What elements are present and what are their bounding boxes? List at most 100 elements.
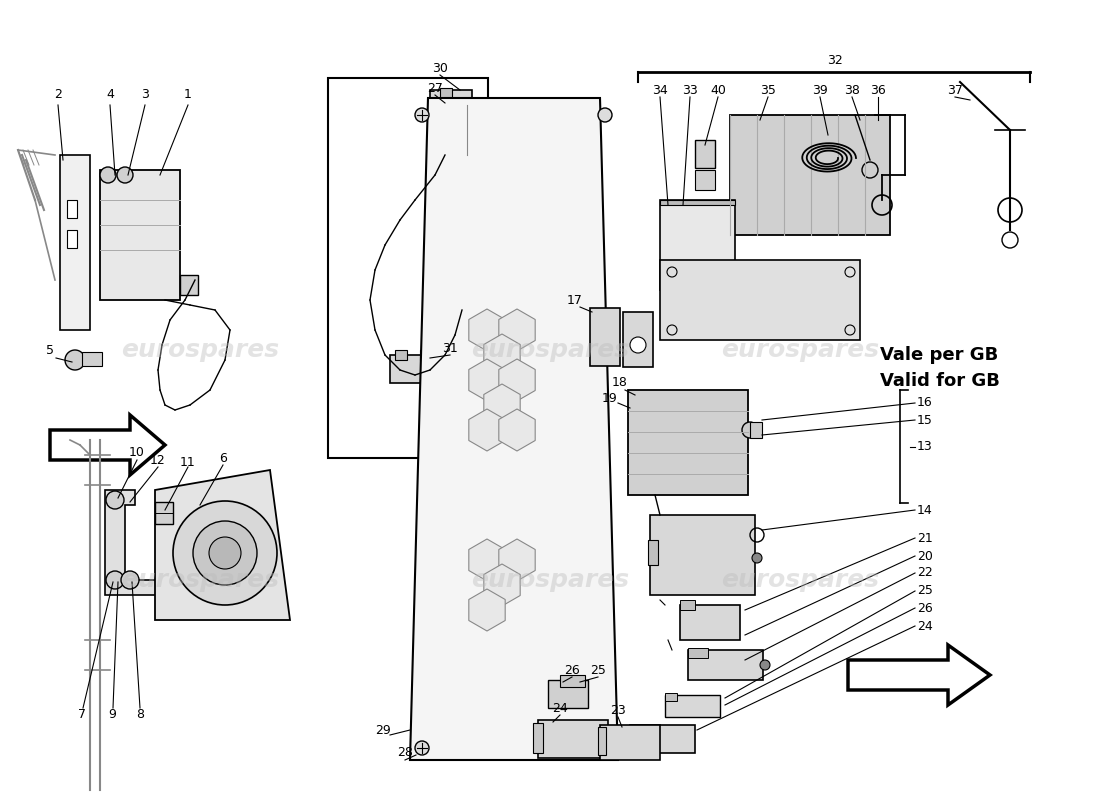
Bar (560, 675, 585, 687)
Bar (666, 693, 676, 701)
Text: 3: 3 (141, 89, 149, 102)
Polygon shape (410, 98, 618, 760)
Circle shape (100, 167, 116, 183)
Text: 5: 5 (46, 343, 54, 357)
Bar (395, 350, 407, 360)
Polygon shape (498, 359, 536, 401)
Text: 10: 10 (129, 446, 145, 459)
Text: 13: 13 (917, 441, 933, 454)
Text: 19: 19 (602, 391, 618, 405)
Text: 1: 1 (184, 89, 191, 102)
Bar (430, 90, 472, 120)
Text: 40: 40 (711, 83, 726, 97)
Bar (82, 352, 102, 366)
Text: Vale per GB
Valid for GB: Vale per GB Valid for GB (880, 346, 1000, 390)
Circle shape (630, 337, 646, 353)
Polygon shape (155, 470, 290, 620)
Text: 39: 39 (812, 83, 828, 97)
Bar (590, 308, 620, 366)
Text: 28: 28 (397, 746, 412, 759)
Text: 31: 31 (442, 342, 458, 354)
Circle shape (742, 422, 758, 438)
Text: eurospares: eurospares (720, 568, 879, 592)
Bar (630, 725, 695, 753)
Polygon shape (498, 409, 536, 451)
Circle shape (209, 537, 241, 569)
Text: 6: 6 (219, 451, 227, 465)
Bar (650, 515, 755, 595)
Bar (688, 650, 763, 680)
Circle shape (752, 553, 762, 563)
Text: 34: 34 (652, 83, 668, 97)
Text: 8: 8 (136, 709, 144, 722)
Bar (538, 720, 608, 758)
Polygon shape (104, 490, 160, 595)
Bar (67, 230, 77, 248)
Bar (450, 105, 485, 155)
Bar (155, 502, 173, 524)
Text: 25: 25 (590, 663, 606, 677)
Bar (666, 695, 720, 717)
Text: 20: 20 (917, 550, 933, 562)
Text: eurospares: eurospares (121, 568, 279, 592)
Bar (598, 727, 606, 755)
Bar (67, 200, 77, 218)
Bar (695, 170, 715, 190)
Polygon shape (469, 409, 505, 451)
Circle shape (106, 571, 124, 589)
Polygon shape (469, 309, 505, 351)
Text: eurospares: eurospares (121, 338, 279, 362)
Text: 9: 9 (108, 709, 115, 722)
Text: 26: 26 (564, 663, 580, 677)
Bar (680, 605, 740, 640)
Bar (60, 155, 90, 330)
Bar (750, 422, 762, 438)
Bar (100, 170, 180, 300)
Text: 4: 4 (106, 89, 114, 102)
Bar (660, 200, 735, 290)
Text: 23: 23 (610, 703, 626, 717)
Polygon shape (848, 645, 990, 705)
Text: 21: 21 (917, 531, 933, 545)
Text: 18: 18 (612, 377, 628, 390)
Bar (730, 115, 890, 235)
Text: 7: 7 (78, 709, 86, 722)
Circle shape (117, 167, 133, 183)
Text: 35: 35 (760, 83, 775, 97)
Text: 12: 12 (150, 454, 166, 466)
Text: 24: 24 (552, 702, 568, 714)
Text: 22: 22 (917, 566, 933, 579)
Circle shape (106, 491, 124, 509)
Text: 11: 11 (180, 455, 196, 469)
Text: eurospares: eurospares (471, 338, 629, 362)
Bar (660, 260, 860, 340)
Text: 33: 33 (682, 83, 697, 97)
Bar (390, 355, 430, 383)
Bar (534, 723, 543, 753)
Circle shape (121, 571, 139, 589)
Text: eurospares: eurospares (471, 568, 629, 592)
Bar (440, 88, 452, 98)
Circle shape (173, 501, 277, 605)
Circle shape (598, 741, 612, 755)
Bar (600, 725, 660, 760)
Bar (420, 350, 432, 360)
Text: 27: 27 (427, 82, 443, 94)
Polygon shape (498, 309, 536, 351)
Polygon shape (484, 564, 520, 606)
Text: 29: 29 (375, 723, 390, 737)
Polygon shape (498, 539, 536, 581)
Bar (688, 648, 708, 658)
Polygon shape (469, 359, 505, 401)
Circle shape (192, 521, 257, 585)
Bar (180, 275, 198, 295)
Bar (628, 390, 748, 495)
Circle shape (65, 350, 85, 370)
Polygon shape (469, 589, 505, 631)
Bar (648, 540, 658, 565)
Text: 26: 26 (917, 602, 933, 614)
Text: 36: 36 (870, 83, 886, 97)
Text: 16: 16 (917, 397, 933, 410)
Polygon shape (484, 334, 520, 376)
Text: 2: 2 (54, 89, 62, 102)
